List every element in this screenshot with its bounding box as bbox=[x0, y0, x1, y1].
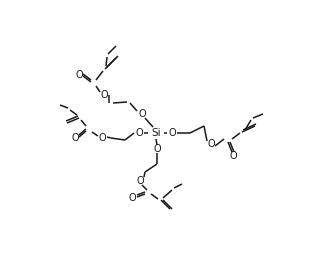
Text: O: O bbox=[168, 128, 176, 138]
Text: O: O bbox=[128, 193, 136, 203]
Text: O: O bbox=[138, 109, 146, 119]
Text: O: O bbox=[75, 70, 83, 80]
Text: O: O bbox=[136, 176, 144, 186]
Text: O: O bbox=[153, 144, 161, 154]
Text: O: O bbox=[229, 151, 237, 161]
Text: Si: Si bbox=[151, 128, 161, 138]
Text: O: O bbox=[98, 133, 106, 143]
Text: O: O bbox=[100, 90, 108, 100]
Text: O: O bbox=[135, 128, 143, 138]
Text: O: O bbox=[207, 139, 215, 149]
Text: O: O bbox=[71, 133, 79, 143]
